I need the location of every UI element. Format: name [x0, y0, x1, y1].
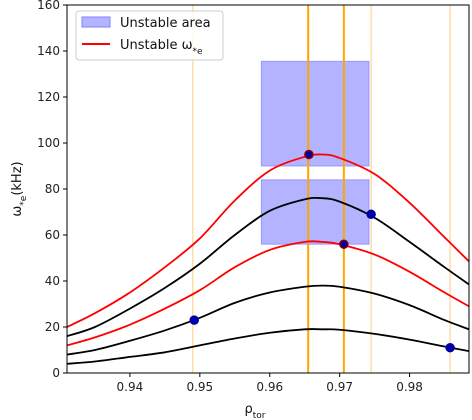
- legend-box: [75, 10, 224, 61]
- marker-1: [189, 315, 199, 325]
- y-axis-label: ω*e(kHz): [10, 161, 29, 216]
- vertical-lines: [192, 5, 451, 373]
- legend-swatch-unstable-area: [81, 16, 111, 28]
- marker-2: [304, 149, 314, 160]
- x-tick-label: 0.94: [117, 380, 144, 394]
- y-tick-label: 160: [37, 0, 60, 12]
- legend-label-unstable-area: Unstable area: [120, 16, 211, 31]
- marker-3: [339, 239, 349, 249]
- y-tick-label: 80: [45, 182, 60, 196]
- marker-5: [445, 342, 455, 353]
- x-axis-label: ρtor: [244, 402, 265, 420]
- x-tick-label: 0.97: [326, 380, 353, 394]
- x-tick-label: 0.95: [186, 380, 213, 394]
- y-tick-label: 0: [52, 366, 60, 380]
- y-tick-label: 20: [45, 320, 60, 334]
- unstable-curve-3: [66, 240, 470, 347]
- unstable-areas: [260, 60, 370, 245]
- x-axis-ticks: 0.94 0.95 0.96 0.97 0.98: [117, 373, 423, 394]
- x-tick-label: 0.96: [256, 380, 283, 394]
- unstable-area-2: [260, 60, 370, 167]
- y-tick-label: 120: [37, 90, 60, 104]
- unstable-area-1: [260, 179, 370, 245]
- curve-2: [66, 284, 470, 356]
- legend: Unstable area Unstable ω*e: [75, 10, 224, 61]
- y-tick-label: 40: [45, 274, 60, 288]
- curve-4: [66, 196, 470, 338]
- y-tick-label: 60: [45, 228, 60, 242]
- curve-1: [66, 328, 470, 365]
- x-tick-label: 0.98: [396, 380, 423, 394]
- y-axis-ticks: 0 20 40 60 80 100 120 140 160: [37, 0, 67, 380]
- curves: [66, 153, 470, 365]
- legend-label-unstable-omega: Unstable ω*e: [120, 38, 203, 57]
- y-tick-label: 140: [37, 44, 60, 58]
- marker-4: [366, 209, 376, 220]
- markers: [189, 149, 455, 353]
- y-tick-label: 100: [37, 136, 60, 150]
- unstable-curve-5: [66, 153, 470, 328]
